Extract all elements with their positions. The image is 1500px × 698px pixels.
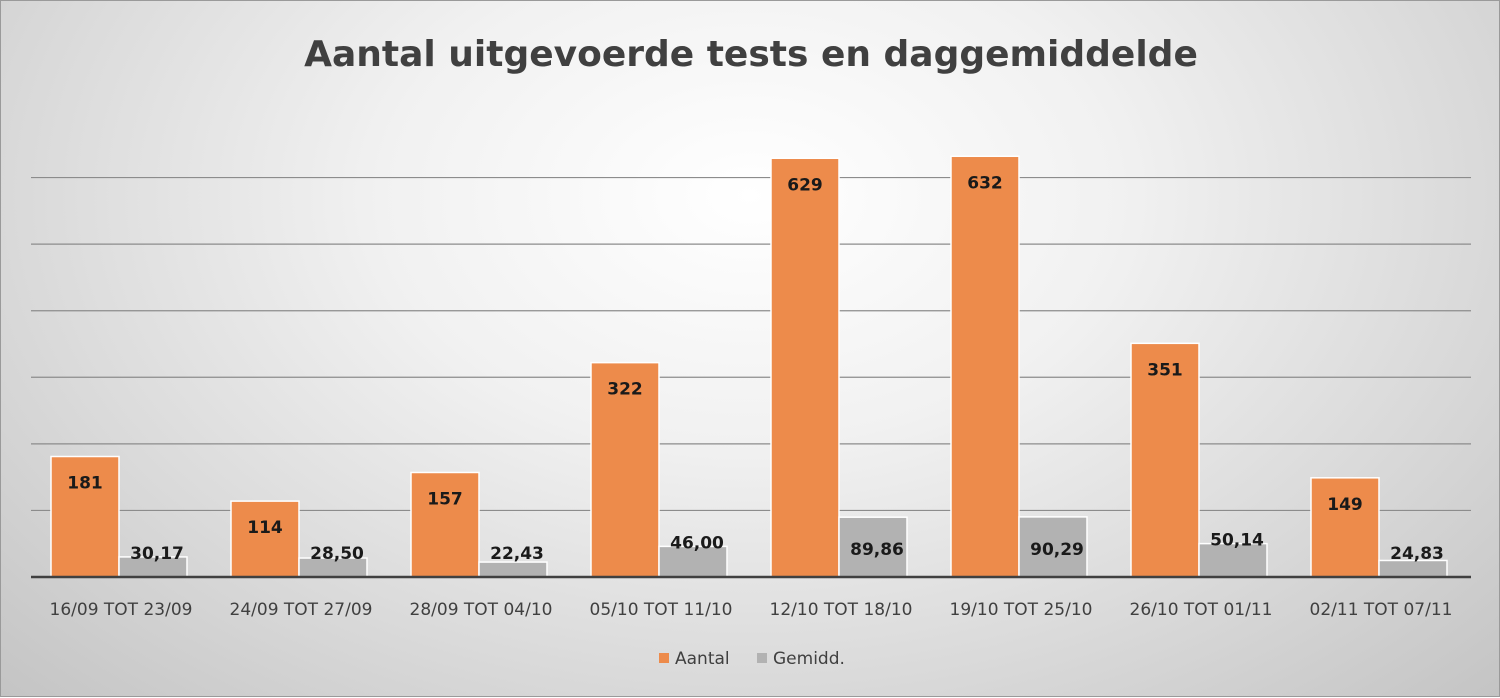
data-label-gemidd: 28,50: [310, 544, 364, 564]
category-labels: 16/09 TOT 23/09 24/09 TOT 27/09 28/09 TOT …: [50, 600, 1453, 620]
data-label-aantal: 149: [1327, 495, 1363, 515]
bar-aantal: [1310, 477, 1380, 578]
chart-title: Aantal uitgevoerde tests en daggemiddeld…: [304, 34, 1198, 75]
bars: [50, 155, 1448, 578]
data-label-gemidd: 50,14: [1210, 531, 1264, 551]
category-label: 19/10 TOT 25/10: [950, 600, 1093, 620]
data-label-aantal: 157: [427, 489, 463, 509]
data-label-aantal: 181: [67, 474, 103, 494]
data-label-aantal: 629: [787, 175, 823, 195]
data-labels: 181 30,17 114 28,50 157 22,43 322 46,00 629 89,86…: [67, 173, 1444, 564]
data-label-gemidd: 24,83: [1390, 544, 1444, 564]
data-label-gemidd: 22,43: [490, 544, 544, 564]
data-label-aantal: 322: [607, 380, 643, 400]
legend-label: Gemidd.: [773, 649, 845, 669]
category-label: 28/09 TOT 04/10: [410, 600, 553, 620]
legend: Aantal Gemidd.: [659, 649, 845, 669]
category-label: 02/11 TOT 07/11: [1310, 600, 1453, 620]
data-label-aantal: 114: [247, 518, 283, 538]
legend-swatch: [659, 653, 669, 663]
category-label: 12/10 TOT 18/10: [770, 600, 913, 620]
legend-swatch: [757, 653, 767, 663]
category-label: 16/09 TOT 23/09: [50, 600, 193, 620]
bar-aantal: [770, 157, 840, 578]
category-label: 24/09 TOT 27/09: [230, 600, 373, 620]
category-label: 05/10 TOT 11/10: [590, 600, 733, 620]
bar-gemidd: [838, 516, 908, 578]
data-label-gemidd: 90,29: [1030, 540, 1084, 560]
bar-aantal: [230, 500, 300, 578]
category-label: 26/10 TOT 01/11: [1130, 600, 1273, 620]
data-label-gemidd: 46,00: [670, 533, 724, 553]
bar-aantal: [590, 361, 660, 578]
data-label-gemidd: 30,17: [130, 544, 184, 564]
bar-aantal: [410, 471, 480, 578]
data-label-gemidd: 89,86: [850, 540, 904, 560]
bar-gemidd: [1198, 542, 1268, 578]
data-label-aantal: 632: [967, 173, 1003, 193]
bar-aantal: [950, 155, 1020, 578]
bar-gemidd: [478, 561, 548, 578]
legend-label: Aantal: [675, 649, 730, 669]
gridlines: [31, 176, 1471, 512]
data-label-aantal: 351: [1147, 360, 1183, 380]
